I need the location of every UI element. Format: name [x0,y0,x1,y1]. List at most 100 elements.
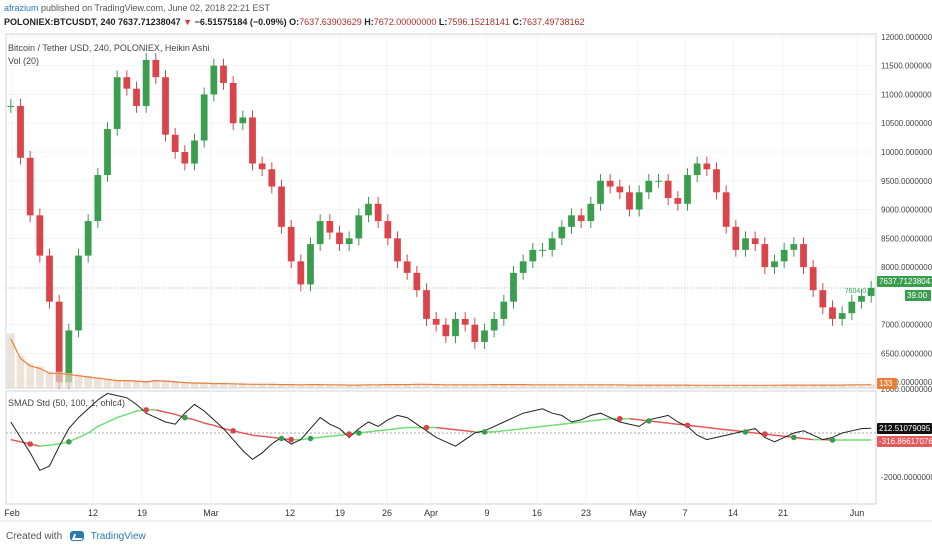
volume-bar [838,384,846,388]
candle-body [858,295,865,302]
candle-body [7,105,15,107]
time-axis-label: Mar [203,508,219,518]
candle-body [36,215,44,256]
volume-bar [558,384,566,388]
volume-bar [210,383,218,388]
time-axis-label: 26 [382,508,392,518]
smad-signal-segment [10,438,21,443]
candle-body [55,301,63,383]
smad-axis-label: 2000.00000000 [881,385,932,394]
smad-signal-segment [213,424,224,430]
smad-signal-segment [697,425,707,429]
time-axis-label: Apr [424,508,438,518]
candle-body [548,238,556,250]
smad-signal-segment [126,410,137,416]
volume-bar [219,383,228,388]
candle-body [616,186,624,193]
smad-signal-segment [668,422,678,425]
volume-bar [761,385,769,388]
candle-body [529,249,537,262]
candle-body [722,192,730,227]
candle-body [268,169,276,187]
crossover-dot [27,441,33,447]
smad-value-badge-bg [877,423,932,434]
volume-bar [384,384,392,388]
candle-body [210,65,218,95]
time-axis-label: 14 [728,508,738,518]
smad-signal-segment [262,435,272,439]
candle-body [297,261,305,285]
crossover-dot [143,407,149,413]
volume-bar [403,384,411,388]
volume-bar [500,384,508,388]
candle-body [413,272,421,291]
candle-body [374,203,382,222]
volume-bar [55,371,63,388]
volume-bar [287,384,295,388]
high-value: 7672.00000000 [373,17,437,27]
last-price-badge: 7637.71238047 [879,277,932,286]
crossover-dot [182,414,188,421]
main-legend-title[interactable]: Bitcoin / Tether USD, 240, POLONIEX, Hei… [8,43,210,53]
volume-bar [606,384,614,388]
volume-bar [142,381,150,388]
candle-body [819,290,827,308]
price-axis-label: 9000.00000000 [881,206,932,215]
candle-body [500,301,508,319]
volume-bar [809,384,817,388]
volume-bar [480,384,489,388]
tradingview-brand-link[interactable]: TradingView [90,531,146,542]
volume-bar [268,383,276,388]
candle-body [674,198,682,204]
candle-body [26,157,34,216]
candle-body [142,59,150,106]
smad-signal-segment [436,426,446,430]
candle-body [809,267,817,291]
volume-bar [538,384,547,388]
smad-signal-segment [204,422,214,427]
volume-legend[interactable]: Vol (20) [8,56,40,66]
volume-bar [867,384,875,388]
price-axis-label: 6000.00000000 [881,378,932,387]
candle-body [577,215,585,222]
volume-bar [616,384,624,388]
candle-body [703,163,711,170]
time-axis-label: 21 [778,508,788,518]
open-value: 7637.63903629 [299,17,362,27]
volume-layer [7,333,875,388]
candle-body [558,226,566,239]
volume-bar [828,384,837,388]
smad-signal-segment [378,428,388,432]
main-pane-frame [5,33,877,389]
smad-signal-segment [726,428,736,432]
volume-bar [712,385,721,388]
symbol-label[interactable]: POLONIEX:BTCUSDT, 240 [4,17,116,27]
volume-bar [65,373,73,388]
volume-bar [123,379,131,388]
smad-signal-segment [387,427,398,431]
crossover-dot [288,436,294,443]
volume-bar [316,384,324,388]
publish-info: afrazium published on TradingView.com, J… [4,3,270,13]
volume-bar [799,384,808,388]
volume-bar [335,384,344,388]
price-axis-label: 12000.00000000 [881,33,932,42]
volume-bar [703,385,711,388]
author-link[interactable]: afrazium [4,3,39,13]
candle-body [394,238,401,262]
smad-signal-segment [397,426,408,430]
volume-ma-badge: 133 [879,379,893,388]
volume-bar [306,384,315,388]
candle-body [800,244,807,268]
smad-signal-segment [513,427,524,431]
smad-legend[interactable]: SMAD Std (50, 100, 1, ohlc4) [8,398,126,408]
candle-body [220,65,227,83]
crossover-dot [762,431,768,437]
volume-bar [693,385,701,388]
smad-layer [10,392,872,472]
candle-body [171,134,179,152]
volume-bar [732,385,740,388]
candle-body [239,117,247,124]
price-axis-label: 8500.00000000 [881,234,932,243]
